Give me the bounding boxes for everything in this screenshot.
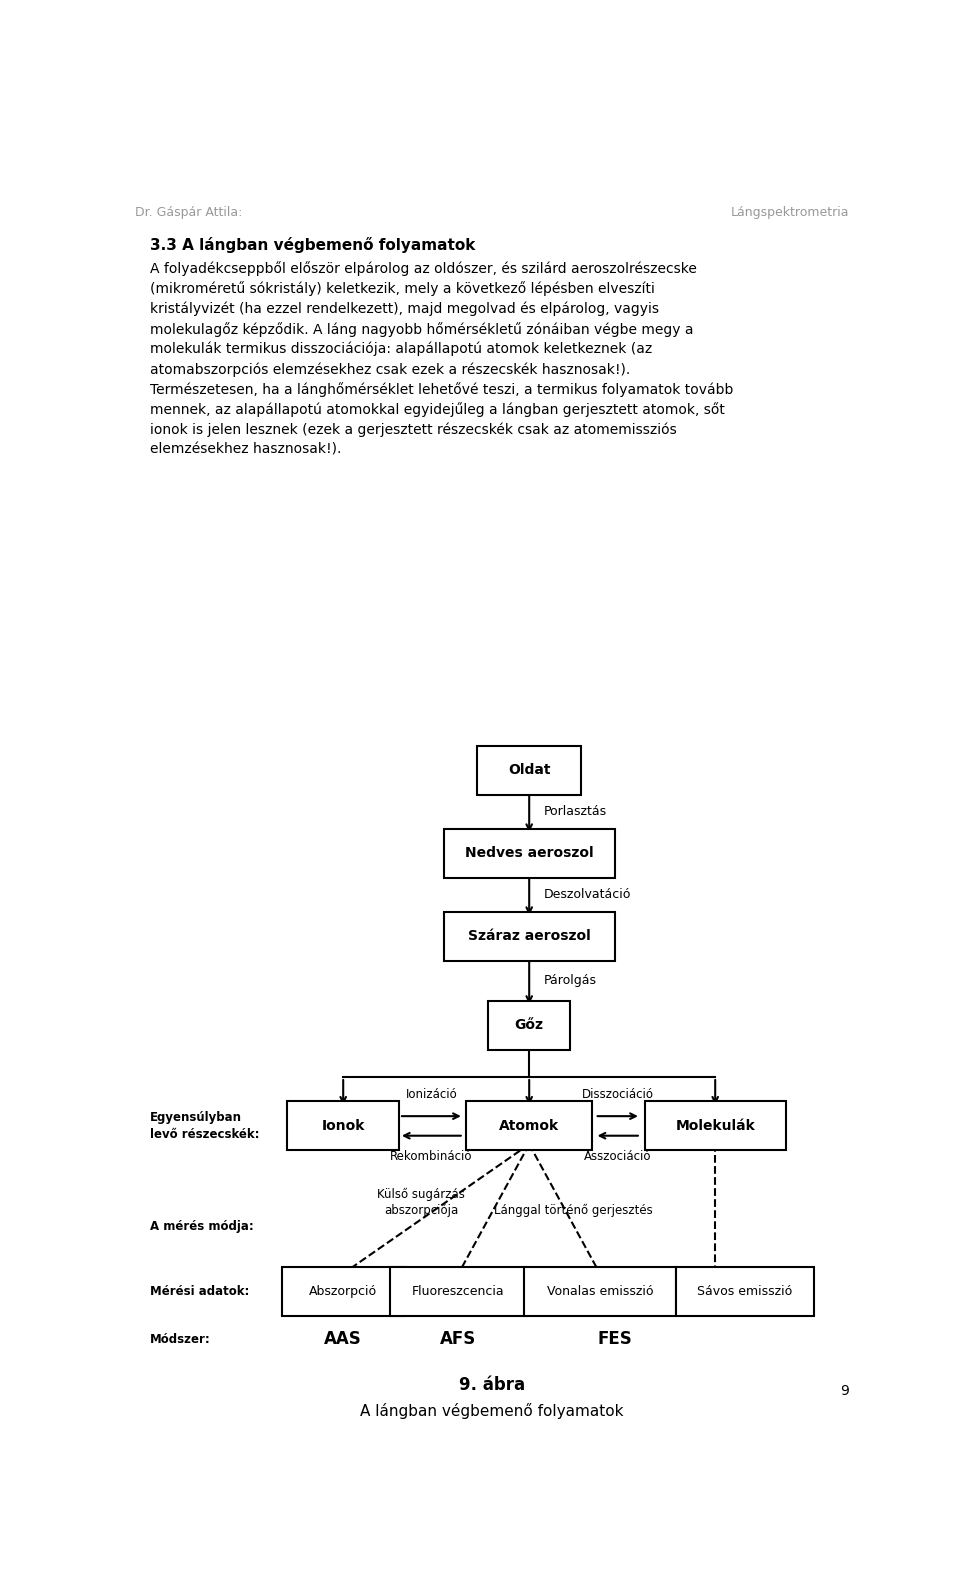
Text: AFS: AFS — [441, 1330, 477, 1349]
Text: Módszer:: Módszer: — [150, 1333, 210, 1346]
Text: elemzésekhez hasznosak!).: elemzésekhez hasznosak!). — [150, 443, 341, 457]
Text: A folyadékcseppből először elpárolog az oldószer, és szilárd aeroszolrészecske: A folyadékcseppből először elpárolog az … — [150, 262, 697, 276]
Text: AAS: AAS — [324, 1330, 362, 1349]
Text: Rekombináció: Rekombináció — [390, 1151, 472, 1163]
Text: 3.3 A lángban végbemenő folyamatok: 3.3 A lángban végbemenő folyamatok — [150, 236, 475, 252]
FancyBboxPatch shape — [676, 1268, 814, 1316]
FancyBboxPatch shape — [523, 1268, 676, 1316]
Text: mennek, az alapállapotú atomokkal egyidejűleg a lángban gerjesztett atomok, sőt: mennek, az alapállapotú atomokkal egyide… — [150, 403, 725, 417]
Text: Deszolvatáció: Deszolvatáció — [544, 889, 632, 901]
Text: Disszociáció: Disszociáció — [582, 1089, 654, 1101]
Text: (mikroméretű sókristály) keletkezik, mely a következő lépésben elveszíti: (mikroméretű sókristály) keletkezik, mel… — [150, 281, 655, 297]
Text: Oldat: Oldat — [508, 763, 550, 778]
Text: Fluoreszcencia: Fluoreszcencia — [412, 1285, 505, 1298]
FancyBboxPatch shape — [644, 1101, 786, 1151]
Text: A lángban végbemenő folyamatok: A lángban végbemenő folyamatok — [360, 1403, 624, 1419]
Text: kristályvizét (ha ezzel rendelkezett), majd megolvad és elpárolog, vagyis: kristályvizét (ha ezzel rendelkezett), m… — [150, 302, 659, 316]
FancyBboxPatch shape — [444, 828, 614, 878]
Text: Lánggal történő gerjesztés: Lánggal történő gerjesztés — [494, 1205, 653, 1217]
Text: Vonalas emisszió: Vonalas emisszió — [546, 1285, 653, 1298]
Text: Egyensúlyban
levő részecskék:: Egyensúlyban levő részecskék: — [150, 1111, 259, 1141]
Text: 9. ábra: 9. ábra — [459, 1376, 525, 1393]
Text: Porlasztás: Porlasztás — [544, 805, 608, 819]
Text: Külső sugárzás
abszorpciója: Külső sugárzás abszorpciója — [377, 1187, 466, 1217]
Text: Sávos emisszió: Sávos emisszió — [697, 1285, 793, 1298]
Text: molekulák termikus disszociációja: alapállapotú atomok keletkeznek (az: molekulák termikus disszociációja: alapá… — [150, 341, 652, 357]
Text: A mérés módja:: A mérés módja: — [150, 1220, 253, 1233]
Text: Nedves aeroszol: Nedves aeroszol — [465, 846, 593, 860]
Text: Párolgás: Párolgás — [544, 974, 597, 987]
Text: Ionok: Ionok — [322, 1119, 365, 1133]
Text: 9: 9 — [840, 1384, 849, 1398]
Text: Természetesen, ha a lánghőmérséklet lehetővé teszi, a termikus folyamatok tovább: Természetesen, ha a lánghőmérséklet lehe… — [150, 382, 733, 397]
FancyBboxPatch shape — [466, 1101, 592, 1151]
Text: Száraz aeroszol: Száraz aeroszol — [468, 930, 590, 943]
Text: Atomok: Atomok — [499, 1119, 560, 1133]
Text: Lángspektrometria: Lángspektrometria — [731, 206, 849, 219]
Text: Ionizáció: Ionizáció — [405, 1089, 457, 1101]
FancyBboxPatch shape — [477, 746, 582, 795]
Text: atomabszorpciós elemzésekhez csak ezek a részecskék hasznosak!).: atomabszorpciós elemzésekhez csak ezek a… — [150, 362, 630, 376]
FancyBboxPatch shape — [489, 1001, 570, 1049]
Text: molekulagőz képződik. A láng nagyobb hőmérsékletű zónáiban végbe megy a: molekulagőz képződik. A láng nagyobb hőm… — [150, 322, 693, 336]
Text: FES: FES — [597, 1330, 632, 1349]
Text: ionok is jelen lesznek (ezek a gerjesztett részecskék csak az atomemissziós: ionok is jelen lesznek (ezek a gerjeszte… — [150, 422, 677, 436]
Text: Mérési adatok:: Mérési adatok: — [150, 1285, 250, 1298]
FancyBboxPatch shape — [282, 1268, 404, 1316]
FancyBboxPatch shape — [287, 1101, 399, 1151]
FancyBboxPatch shape — [390, 1268, 527, 1316]
Text: Asszociáció: Asszociáció — [584, 1151, 652, 1163]
Text: Abszorpció: Abszorpció — [309, 1285, 377, 1298]
Text: Gőz: Gőz — [515, 1019, 543, 1032]
Text: Dr. Gáspár Attila:: Dr. Gáspár Attila: — [134, 206, 242, 219]
FancyBboxPatch shape — [444, 913, 614, 960]
Text: Molekulák: Molekulák — [675, 1119, 756, 1133]
